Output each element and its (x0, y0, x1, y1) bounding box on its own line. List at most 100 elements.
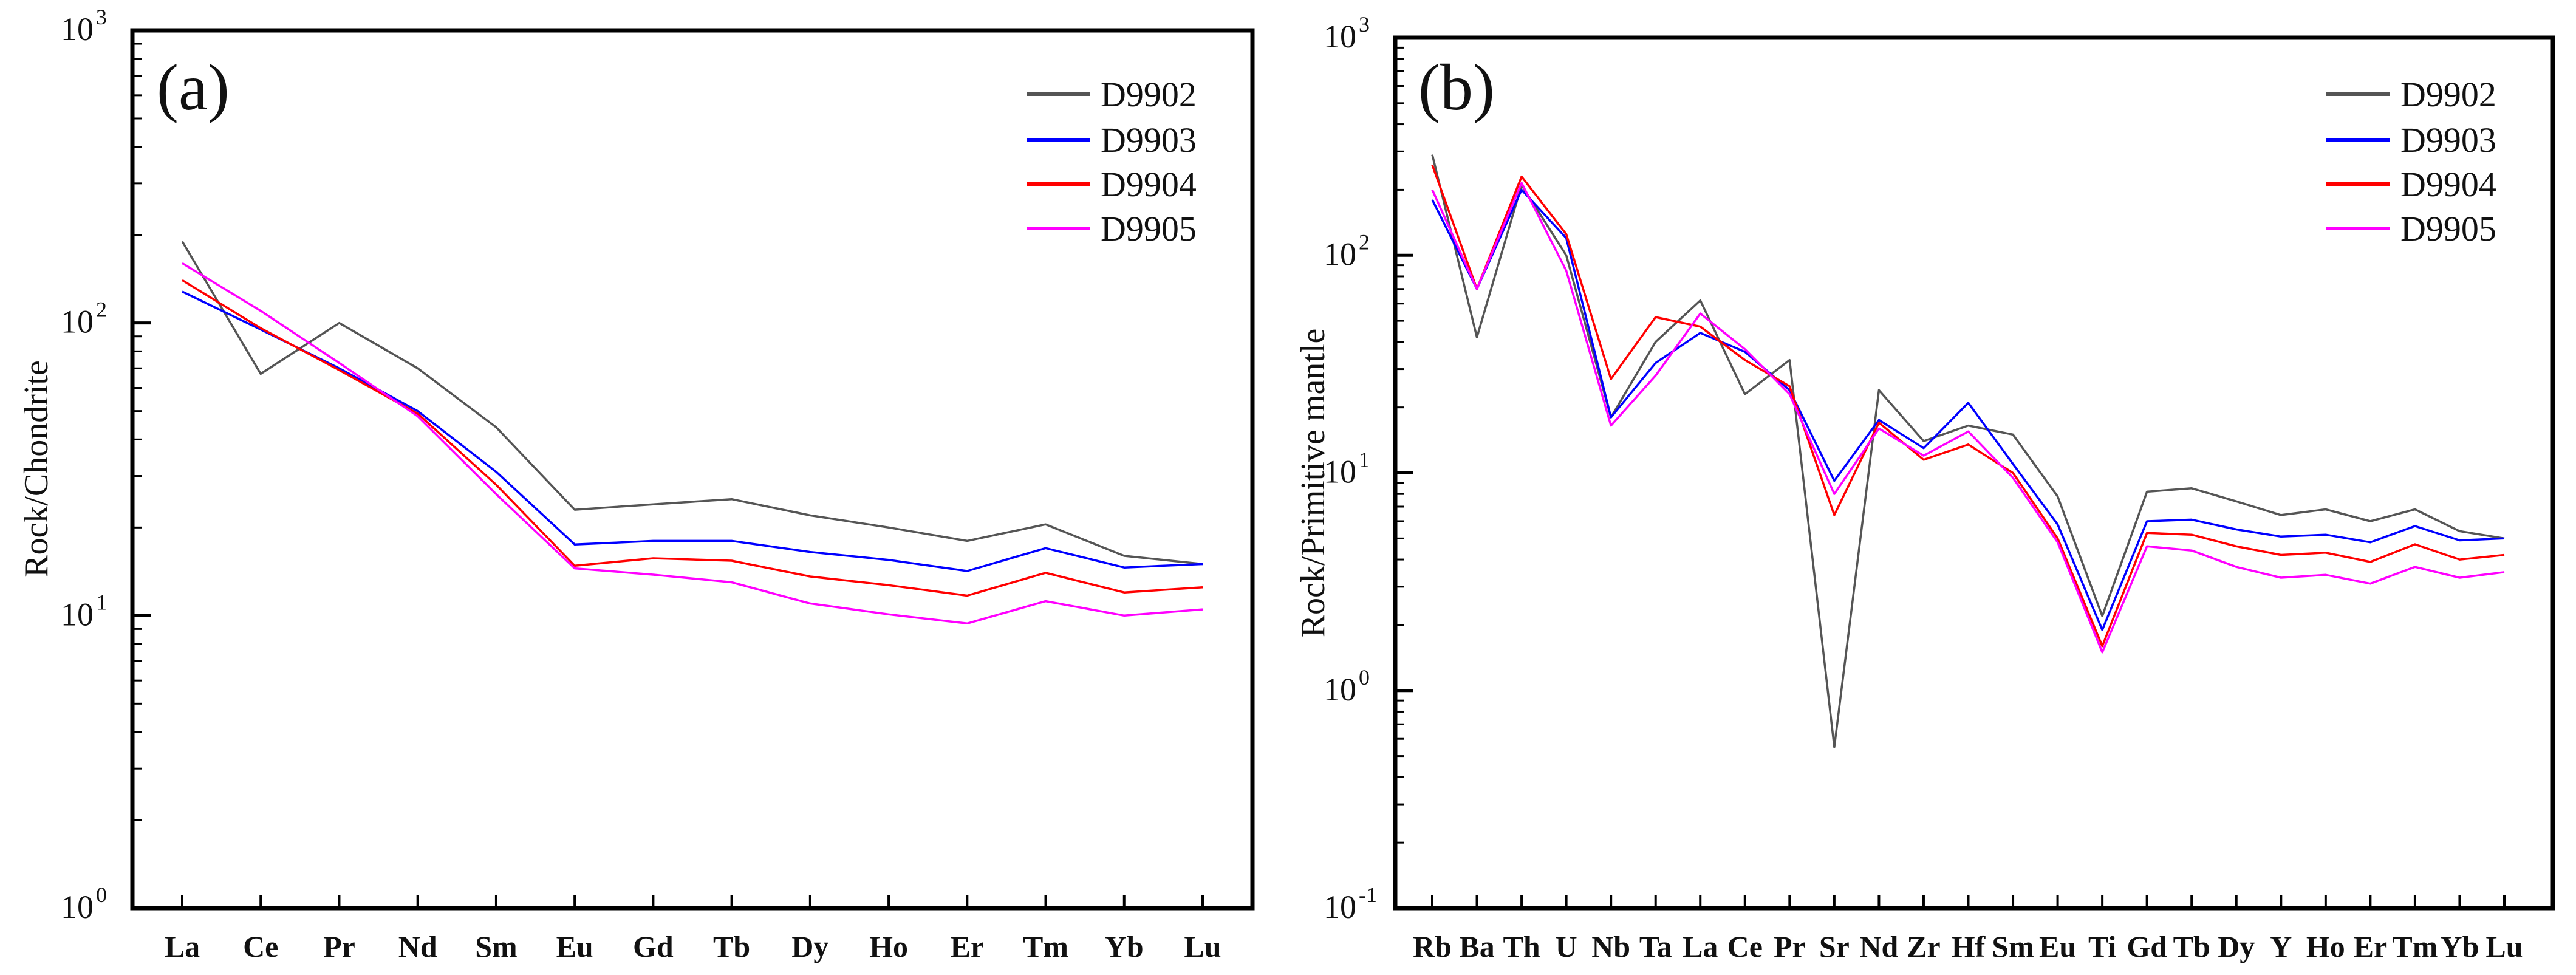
legend-entry-d9904: D9904 (2326, 165, 2496, 204)
x-tick-label-ba: Ba (1459, 929, 1494, 963)
panel-a-y-ticks (132, 29, 151, 910)
panel-b-series (1431, 154, 2505, 748)
x-tick-label-ta: Ta (1639, 929, 1672, 963)
series-line-b-d9904 (1431, 165, 2505, 648)
x-tick-label-gd: Gd (2127, 929, 2167, 963)
panel-a-series (181, 241, 1203, 625)
legend-label-d9905: D9905 (2400, 209, 2496, 248)
legend-label-d9903: D9903 (1101, 120, 1197, 160)
legend-label-d9902: D9902 (1101, 75, 1197, 114)
y-tick-exponent: 3 (96, 5, 107, 29)
panel-b-label: (b) (1418, 52, 1495, 124)
x-tick-label-u: U (1556, 929, 1577, 963)
x-tick-label-la: La (1683, 929, 1718, 963)
panel-a-label: (a) (157, 52, 230, 124)
y-tick-label: 10 (1324, 236, 1356, 272)
legend-entry-d9904: D9904 (1027, 165, 1197, 204)
y-tick-label: 10 (61, 596, 94, 632)
x-tick-label-er: Er (951, 929, 985, 963)
legend-label-d9903: D9903 (2400, 120, 2496, 160)
x-tick-label-sr: Sr (1819, 929, 1850, 963)
x-tick-label-dy: Dy (2218, 929, 2255, 963)
x-tick-label-er: Er (2354, 929, 2388, 963)
y-tick-label: 10 (61, 889, 94, 925)
x-tick-label-th: Th (1503, 929, 1540, 963)
legend-entry-d9905: D9905 (2326, 209, 2496, 248)
y-tick-label: 10 (61, 11, 94, 47)
y-tick-label: 10 (1324, 454, 1356, 490)
legend-label-d9904: D9904 (1101, 165, 1197, 204)
x-tick-label-pr: Pr (323, 929, 355, 963)
panel-b-y-ticks (1395, 36, 1413, 910)
panel-b-plot-frame (1393, 35, 2555, 911)
series-line-a-d9904 (182, 279, 1203, 597)
y-tick-label: 10 (1324, 18, 1356, 55)
legend-entry-d9902: D9902 (1027, 75, 1197, 114)
x-tick-label-ce: Ce (243, 929, 278, 963)
legend-label-d9904: D9904 (2400, 165, 2496, 204)
x-tick-label-la: La (165, 929, 200, 963)
y-tick-exponent: -1 (1359, 883, 1377, 907)
legend-entry-d9903: D9903 (2326, 120, 2496, 160)
series-line-b-d9903 (1431, 188, 2505, 631)
legend-entry-d9905: D9905 (1027, 209, 1197, 248)
x-tick-label-eu: Eu (556, 929, 593, 963)
y-tick-exponent: 1 (1359, 448, 1370, 472)
x-tick-label-tm: Tm (1023, 929, 1068, 963)
x-tick-label-yb: Yb (1105, 929, 1144, 963)
x-tick-label-lu: Lu (1184, 929, 1221, 963)
x-tick-label-ho: Ho (869, 929, 908, 963)
series-line-a-d9905 (182, 262, 1203, 625)
x-tick-label-yb: Yb (2440, 929, 2479, 963)
x-tick-label-zr: Zr (1907, 929, 1941, 963)
legend-entry-d9902: D9902 (2326, 75, 2496, 114)
x-tick-label-sm: Sm (475, 929, 517, 963)
panel-a-x-ticks: La Ce Pr Nd Sm Eu Gd Tb Dy Ho Er Tm Yb Lu (165, 895, 1221, 963)
y-tick-exponent: 0 (96, 883, 107, 907)
x-tick-label-tm: Tm (2392, 929, 2438, 963)
legend-entry-d9903: D9903 (1027, 120, 1197, 160)
legend-label-d9902: D9902 (2400, 75, 2496, 114)
x-tick-label-ho: Ho (2306, 929, 2345, 963)
x-tick-label-pr: Pr (1774, 929, 1806, 963)
y-tick-exponent: 2 (96, 298, 107, 322)
x-tick-label-ce: Ce (1727, 929, 1763, 963)
legend-label-d9905: D9905 (1101, 209, 1197, 248)
panel-b-y-axis-title: Rock/Primitive mantle (1294, 329, 1332, 638)
x-tick-label-tb: Tb (2173, 929, 2210, 963)
x-tick-label-nd: Nd (398, 929, 437, 963)
x-tick-label-eu: Eu (2039, 929, 2076, 963)
y-tick-exponent: 2 (1359, 230, 1370, 254)
panel-a-plot-frame (130, 28, 1255, 911)
x-tick-label-ti: Ti (2088, 929, 2116, 963)
y-tick-label: 10 (1324, 889, 1356, 925)
y-tick-exponent: 0 (1359, 665, 1370, 689)
y-tick-label: 10 (1324, 671, 1356, 708)
x-tick-label-rb: Rb (1413, 929, 1452, 963)
x-tick-label-lu: Lu (2485, 929, 2523, 963)
x-tick-label-nb: Nb (1591, 929, 1630, 963)
y-tick-exponent: 3 (1359, 12, 1370, 36)
series-line-b-d9905 (1431, 182, 2505, 654)
x-tick-label-hf: Hf (1952, 929, 1986, 963)
series-line-a-d9903 (182, 290, 1203, 572)
panel-b-legend: D9902 D9903 D9904 D9905 (2326, 75, 2496, 248)
x-tick-label-y: Y (2270, 929, 2292, 963)
panel-a-legend: D9902 D9903 D9904 D9905 (1027, 75, 1197, 248)
x-tick-label-nd: Nd (1859, 929, 1898, 963)
x-tick-label-tb: Tb (713, 929, 750, 963)
series-line-b-d9902 (1431, 154, 2505, 748)
x-tick-label-sm: Sm (1992, 929, 2034, 963)
y-tick-exponent: 1 (96, 590, 107, 614)
series-line-a-d9902 (181, 241, 1203, 566)
x-tick-label-dy: Dy (791, 929, 828, 963)
panel-a-y-axis-title: Rock/Chondrite (18, 360, 55, 578)
y-tick-label: 10 (61, 304, 94, 340)
panel-b-x-ticks: Rb Ba Th U Nb Ta La Ce Pr Sr Nd Zr Hf Sm Eu Ti Gd Tb Dy Y Ho… (1413, 895, 2523, 963)
x-tick-label-gd: Gd (633, 929, 674, 963)
